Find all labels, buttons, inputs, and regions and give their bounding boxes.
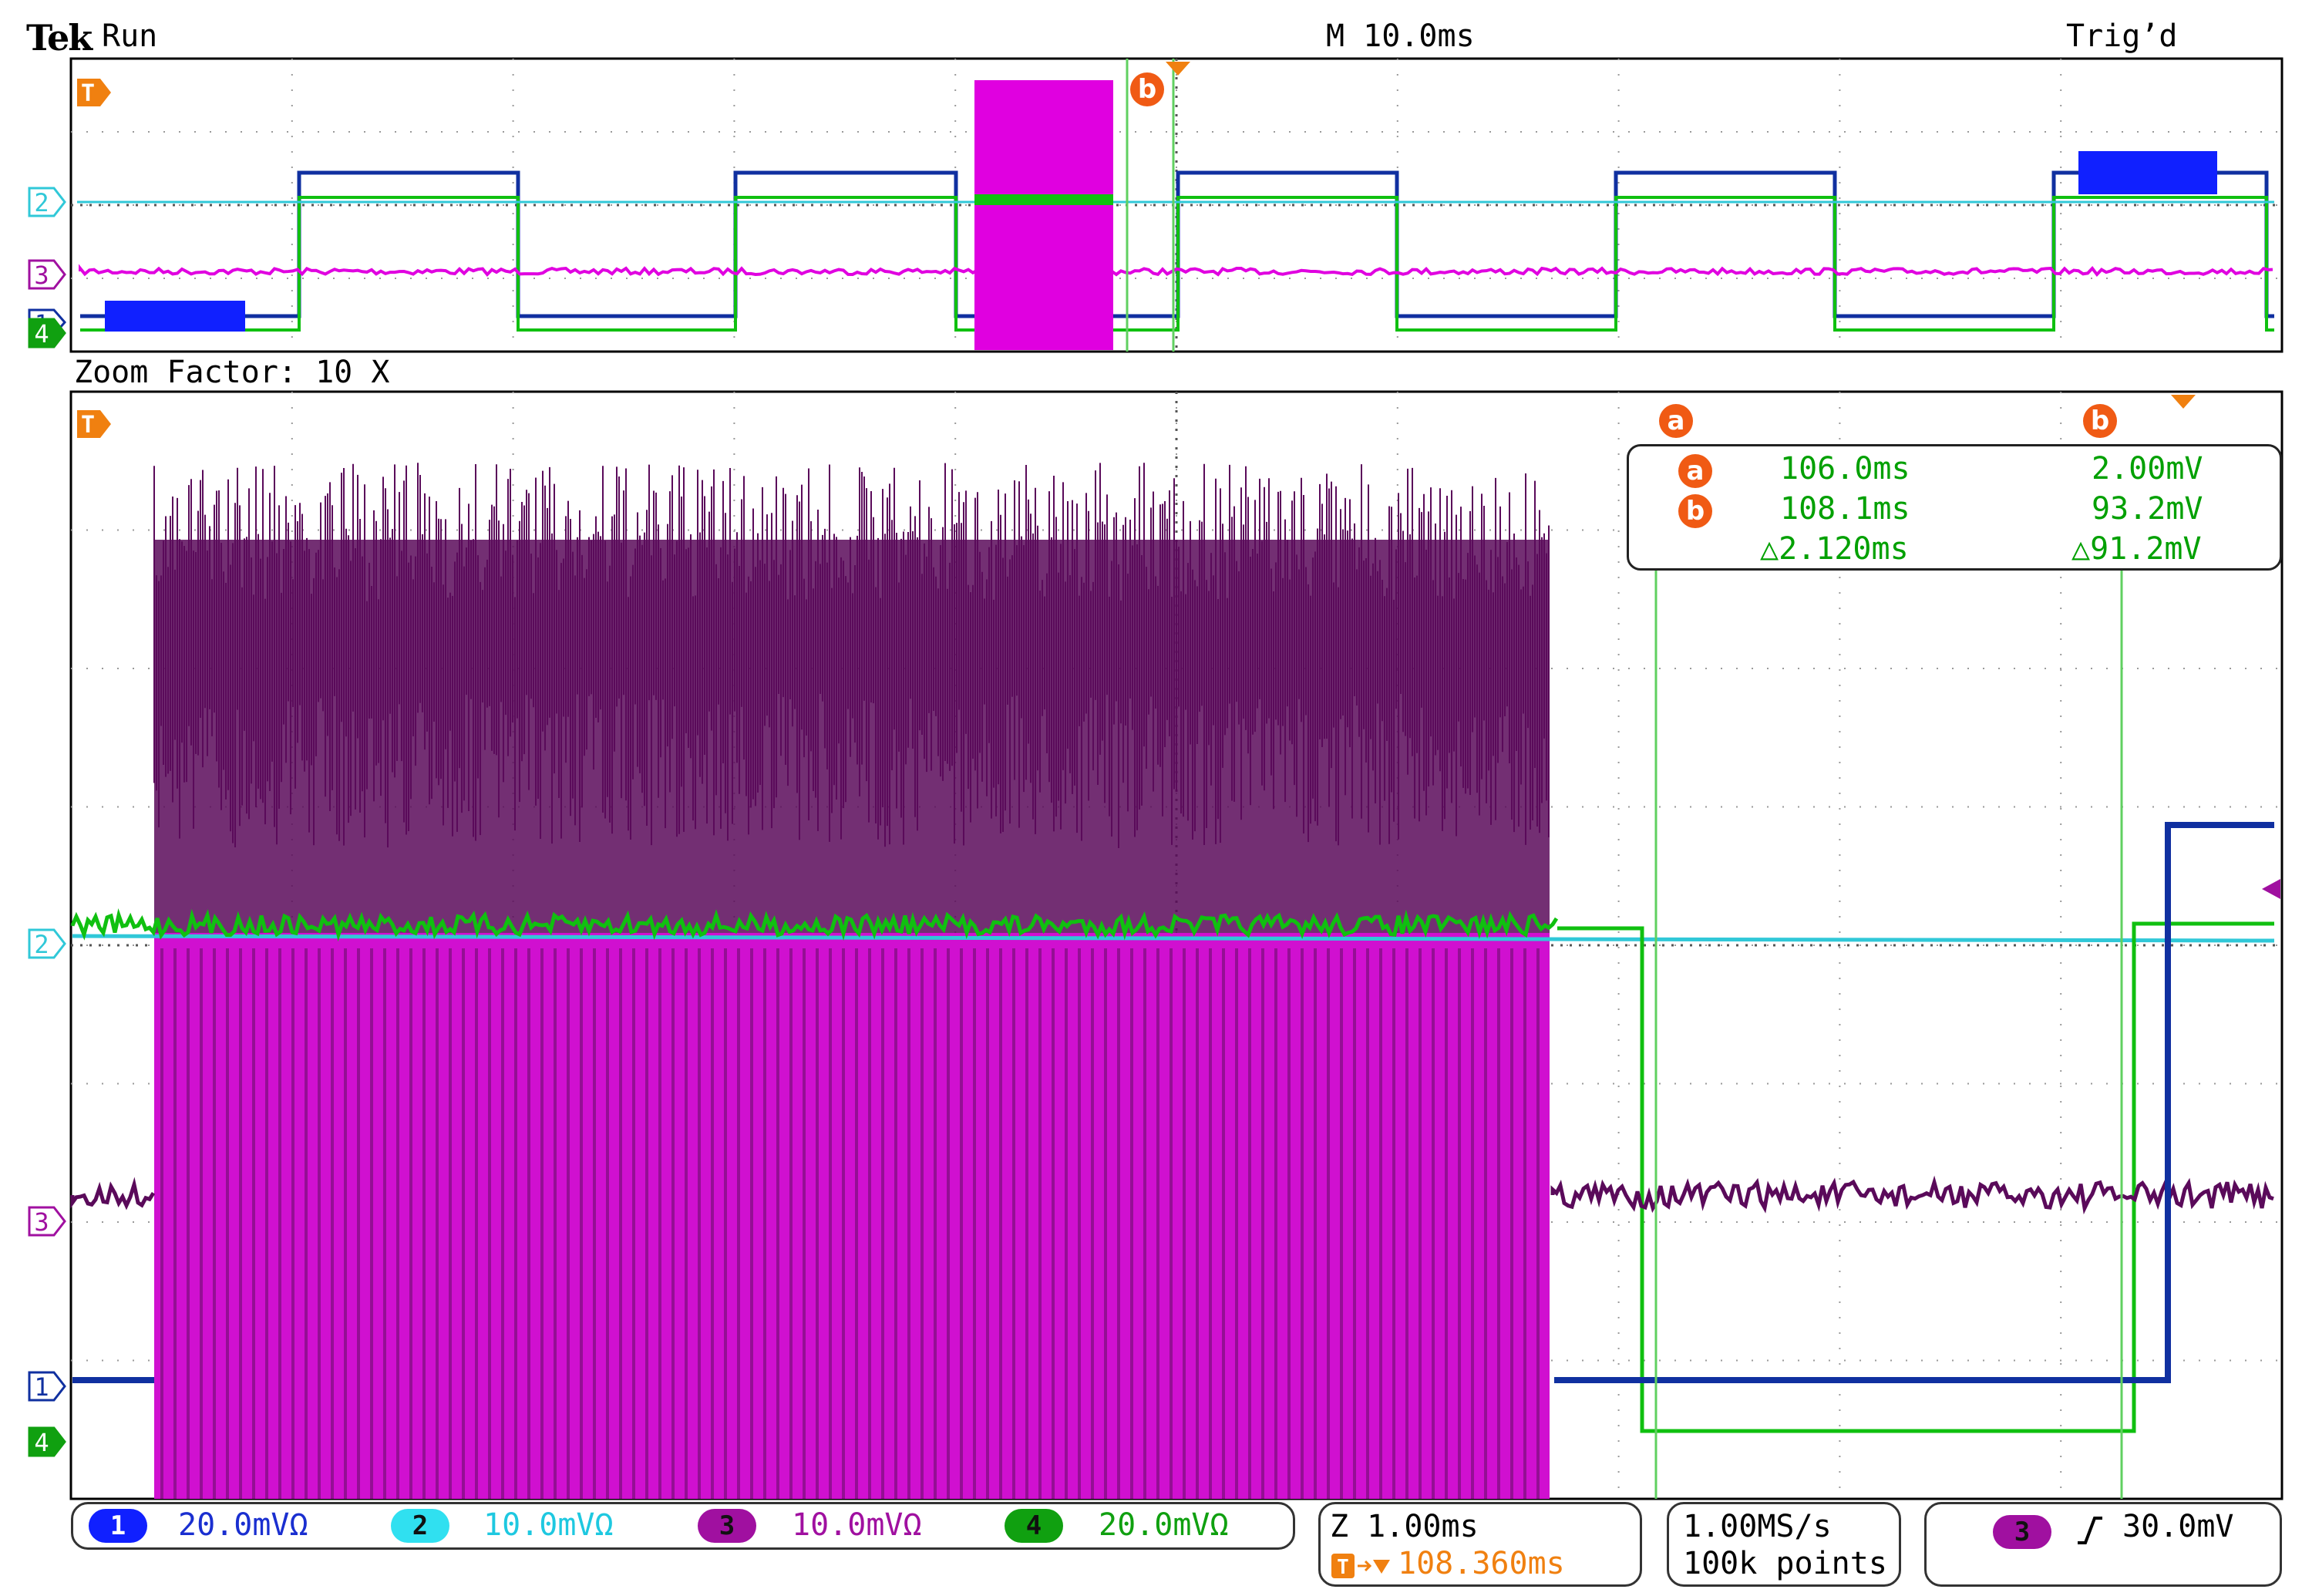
svg-text:2: 2 [34,188,49,217]
zoom-waveforms [70,463,2275,1499]
ch3-marker-zoom[interactable]: 3 [28,1204,68,1238]
trigger-readout-box[interactable]: 3 30.0mV [1924,1502,2282,1587]
trigger-state: Trig’d [2066,19,2178,54]
run-state: Run [102,19,158,54]
cursor-a-value: 2.00mV [2092,451,2203,487]
rising-edge-icon [2078,1517,2102,1544]
ch4-overview-burst [974,194,1113,205]
ch2-marker-overview[interactable]: 2 [28,185,68,219]
zoom-factor-label: Zoom Factor: 10 X [74,355,390,390]
svg-text:3: 3 [34,1207,49,1237]
cursor-readout-panel: a 106.0ms 2.00mV b 108.1ms 93.2mV △2.120… [1627,444,2282,571]
cursor-delta-time: △2.120ms [1760,531,1909,567]
cursor-b-marker[interactable]: b [2083,404,2117,438]
ch2-zoom-trace [72,934,2275,943]
svg-text:4: 4 [34,319,49,348]
brand-logo: Tek [26,17,93,59]
ch4-marker-overview[interactable]: 4 [28,316,68,350]
record-length: 100k points [1683,1546,1887,1581]
sample-rate: 1.00MS/s [1683,1509,1832,1544]
svg-text:T: T [81,80,95,107]
ch1-scale[interactable]: 20.0mVΩ [178,1507,308,1543]
zoom-grid [71,392,2282,1499]
ch2-marker-zoom[interactable]: 2 [28,927,68,961]
ch3-zoom-upper-envelope [154,540,1550,956]
ch4-zoom-pulse [1557,921,2274,1433]
trigger-marker-zoom: T [77,410,111,439]
ch3-marker-overview[interactable]: 3 [28,258,68,291]
trigger-position-zoom-icon [2171,395,2196,409]
trigger-source-badge[interactable]: 3 [1993,1515,2051,1549]
ch2-badge[interactable]: 2 [391,1509,449,1543]
ch3-overview-burst [974,80,1113,350]
ch3-zoom-baseline-left [70,1177,156,1210]
cursor-b-overview-marker[interactable]: b [1130,72,1164,106]
ch1-marker-zoom[interactable]: 1 [28,1369,68,1403]
ch2-scale[interactable]: 10.0mVΩ [483,1507,614,1543]
cursor-b-time: 108.1ms [1780,491,1910,527]
cursor-a-time: 106.0ms [1780,451,1910,487]
ch1-overview-burst [2078,151,2217,194]
trigger-level: 30.0mV [2122,1509,2234,1544]
zoom-status-box[interactable]: Z 1.00ms T 108.360ms [1318,1502,1642,1587]
zoom-time-per-div: Z 1.00ms [1330,1509,1479,1544]
cursor-b-value: 93.2mV [2092,491,2203,527]
svg-text:2: 2 [34,930,49,959]
ch4-badge[interactable]: 4 [1005,1509,1063,1543]
trigger-position-value: 108.360ms [1398,1546,1565,1581]
overview-waveforms [77,59,2274,352]
cursor-delta-value: △91.2mV [2071,531,2202,567]
svg-text:T: T [1337,1556,1349,1579]
ch3-badge[interactable]: 3 [698,1509,756,1543]
cursor-a-readout-icon: a [1678,454,1712,488]
ch3-zoom-baseline-right [1550,1175,2274,1215]
timebase-readout: M 10.0ms [1326,19,1475,54]
svg-text:T: T [81,412,95,439]
trigger-marker-overview: T [77,79,111,107]
acquisition-box[interactable]: 1.00MS/s 100k points [1667,1502,1901,1587]
ch4-marker-zoom[interactable]: 4 [28,1425,68,1459]
ch3-zoom-stripes [160,948,1540,1499]
ch1-zoom-trace-right [1554,822,2274,1383]
ch4-scale[interactable]: 20.0mVΩ [1099,1507,1229,1543]
channel-scale-bar[interactable]: 1 20.0mVΩ 2 10.0mVΩ 3 10.0mVΩ 4 20.0mVΩ [71,1502,1295,1550]
ch4-zoom-trace [70,908,1559,942]
ch3-scale[interactable]: 10.0mVΩ [792,1507,922,1543]
cursor-a-marker[interactable]: a [1659,404,1693,438]
trigger-position-overview-icon [1166,62,1190,76]
trigger-position-icon: T [1331,1554,1390,1579]
ch3-trigger-level-icon [2262,879,2280,899]
cursor-b-readout-icon: b [1678,494,1712,528]
ch1-badge[interactable]: 1 [89,1509,147,1543]
svg-text:3: 3 [34,261,49,290]
svg-text:4: 4 [34,1428,49,1457]
ch3-zoom-lower-envelope [154,933,1550,1499]
svg-text:1: 1 [34,1372,49,1402]
overview-grid [71,59,2282,352]
ch4-overview-trace [80,196,2274,332]
ch1-overview-burst [105,301,245,332]
